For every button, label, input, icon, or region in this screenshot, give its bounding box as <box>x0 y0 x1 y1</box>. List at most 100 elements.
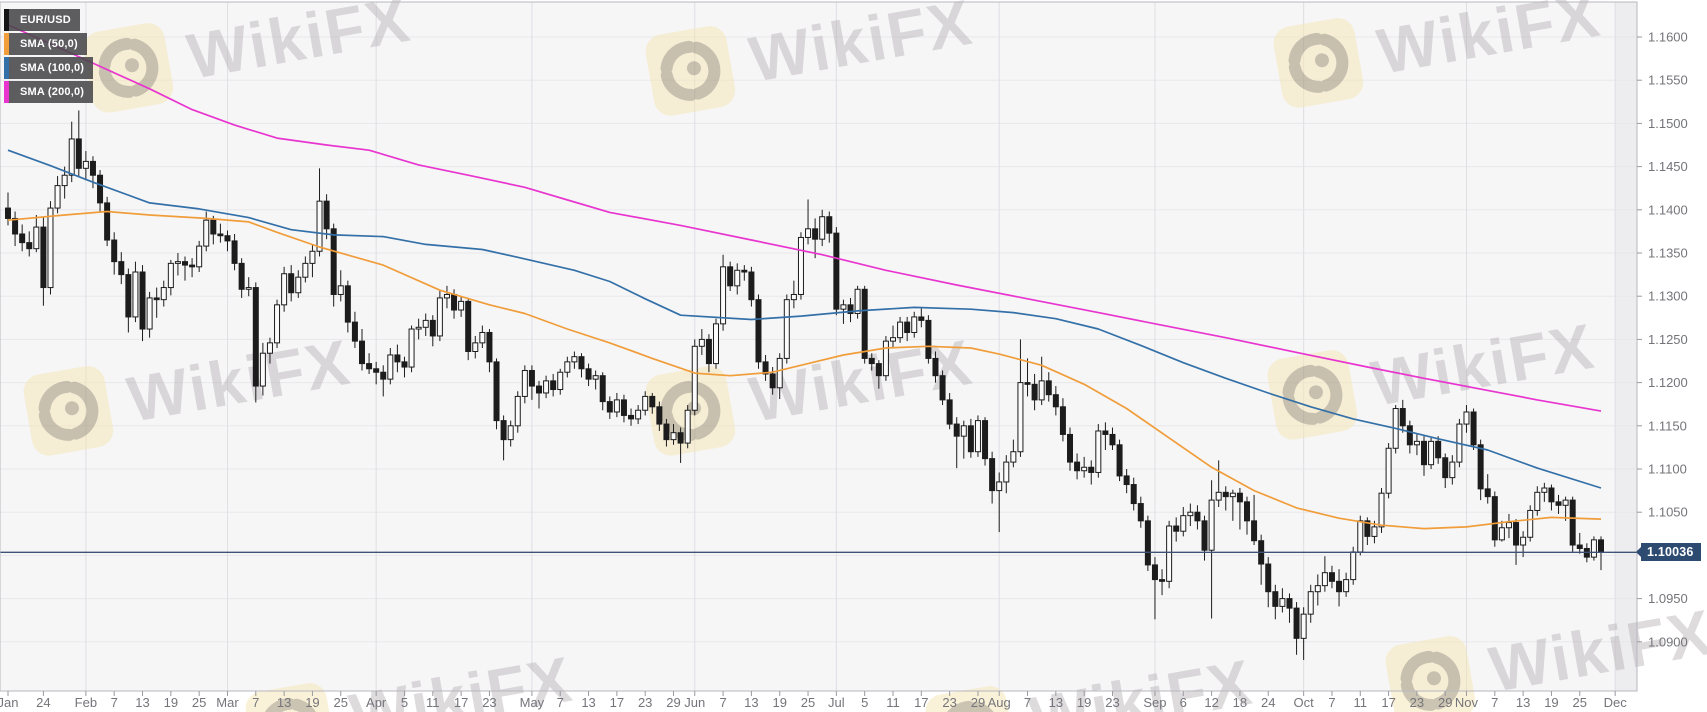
candle <box>967 418 974 458</box>
candle-body <box>741 269 748 273</box>
candle-body <box>1102 430 1109 435</box>
candle <box>1144 515 1151 571</box>
candle-body <box>1251 520 1258 542</box>
candle <box>295 270 302 298</box>
x-axis-label: 24 <box>1261 695 1275 710</box>
candle <box>1059 398 1066 442</box>
sma-100-line <box>7 149 1602 489</box>
candle-body <box>54 185 61 209</box>
candle <box>12 211 19 247</box>
wikifx-logo-glyph <box>260 697 321 712</box>
candle <box>1024 358 1031 397</box>
wikifx-logo-glyph <box>38 380 99 441</box>
candle <box>182 256 188 281</box>
candle <box>111 232 118 275</box>
candle-body <box>642 395 649 411</box>
candle-body <box>1024 382 1031 385</box>
candle-body <box>40 226 47 289</box>
candle-body <box>111 239 118 263</box>
candle-body <box>1052 394 1059 408</box>
candle <box>1194 505 1201 530</box>
candle-body <box>826 216 833 234</box>
x-axis-label: 25 <box>1573 695 1587 710</box>
candle-body <box>1399 408 1406 427</box>
candle <box>734 263 741 295</box>
wikifx-logo-icon <box>645 26 736 116</box>
candle-body <box>415 326 422 330</box>
candle <box>1102 422 1109 450</box>
candle-body <box>1491 496 1498 541</box>
candle-body <box>387 354 394 380</box>
candle <box>748 266 755 307</box>
candle-body <box>472 342 479 352</box>
candle <box>266 337 273 364</box>
candle <box>281 266 288 312</box>
candle <box>1307 584 1314 623</box>
x-axis-label: 23 <box>1410 695 1424 710</box>
candle <box>1180 507 1187 537</box>
legend-label: EUR/USD <box>20 14 71 26</box>
candle-body <box>1194 511 1201 522</box>
candle <box>1421 436 1427 476</box>
candle <box>33 214 40 253</box>
candle-body <box>755 299 762 363</box>
y-axis-label: 1.1300 <box>1648 289 1688 304</box>
candle <box>486 329 493 373</box>
candle <box>132 261 139 323</box>
candle <box>139 265 146 342</box>
candle-body <box>1477 444 1484 490</box>
candle-body <box>359 340 365 365</box>
candle <box>833 227 840 316</box>
candle-body <box>1038 380 1045 401</box>
wikifx-logo-glyph <box>660 40 721 101</box>
candle-body <box>720 266 727 325</box>
candle-body <box>323 200 330 230</box>
candle <box>663 418 670 447</box>
y-axis-label: 1.1250 <box>1648 332 1688 347</box>
candle <box>861 285 868 364</box>
candle <box>628 408 635 426</box>
candle-body <box>1350 551 1357 581</box>
candle <box>1137 496 1144 528</box>
x-axis-label: 23 <box>942 695 956 710</box>
x-axis-label: 25 <box>801 695 815 710</box>
candle-body <box>882 340 889 377</box>
candle-body <box>1364 520 1371 537</box>
candle <box>68 121 75 183</box>
candle <box>40 216 47 306</box>
candle-body <box>967 425 974 453</box>
candle <box>1201 515 1208 561</box>
candle <box>1442 453 1449 489</box>
wikifx-logo-icon <box>23 366 114 456</box>
candle <box>514 391 521 433</box>
candle-body <box>189 264 196 268</box>
candle <box>904 316 911 342</box>
x-axis-label: Jan <box>0 695 18 710</box>
candle <box>1548 484 1555 511</box>
candle <box>1300 607 1307 660</box>
candle-body <box>550 380 557 391</box>
candle-body <box>762 361 769 375</box>
candle-body <box>578 356 585 370</box>
y-axis-label: 1.1050 <box>1648 505 1688 520</box>
candle <box>1010 439 1017 468</box>
candle-body <box>599 375 606 403</box>
candle-body <box>1017 382 1024 453</box>
candle <box>536 380 542 409</box>
candle <box>309 244 316 278</box>
candle-body <box>1413 440 1420 446</box>
candle <box>217 223 224 243</box>
legend-color-bar <box>4 57 9 79</box>
candle <box>1045 372 1052 402</box>
candle <box>231 233 238 271</box>
candle <box>1590 536 1597 561</box>
candle <box>1166 520 1173 589</box>
x-axis-label: 17 <box>610 695 624 710</box>
candle-body <box>259 352 266 387</box>
candle-body <box>1314 585 1321 593</box>
candle <box>1378 488 1385 533</box>
last-price-badge: 1.10036 <box>1636 543 1701 561</box>
candle-body <box>1208 499 1215 551</box>
candle-body <box>139 271 146 330</box>
